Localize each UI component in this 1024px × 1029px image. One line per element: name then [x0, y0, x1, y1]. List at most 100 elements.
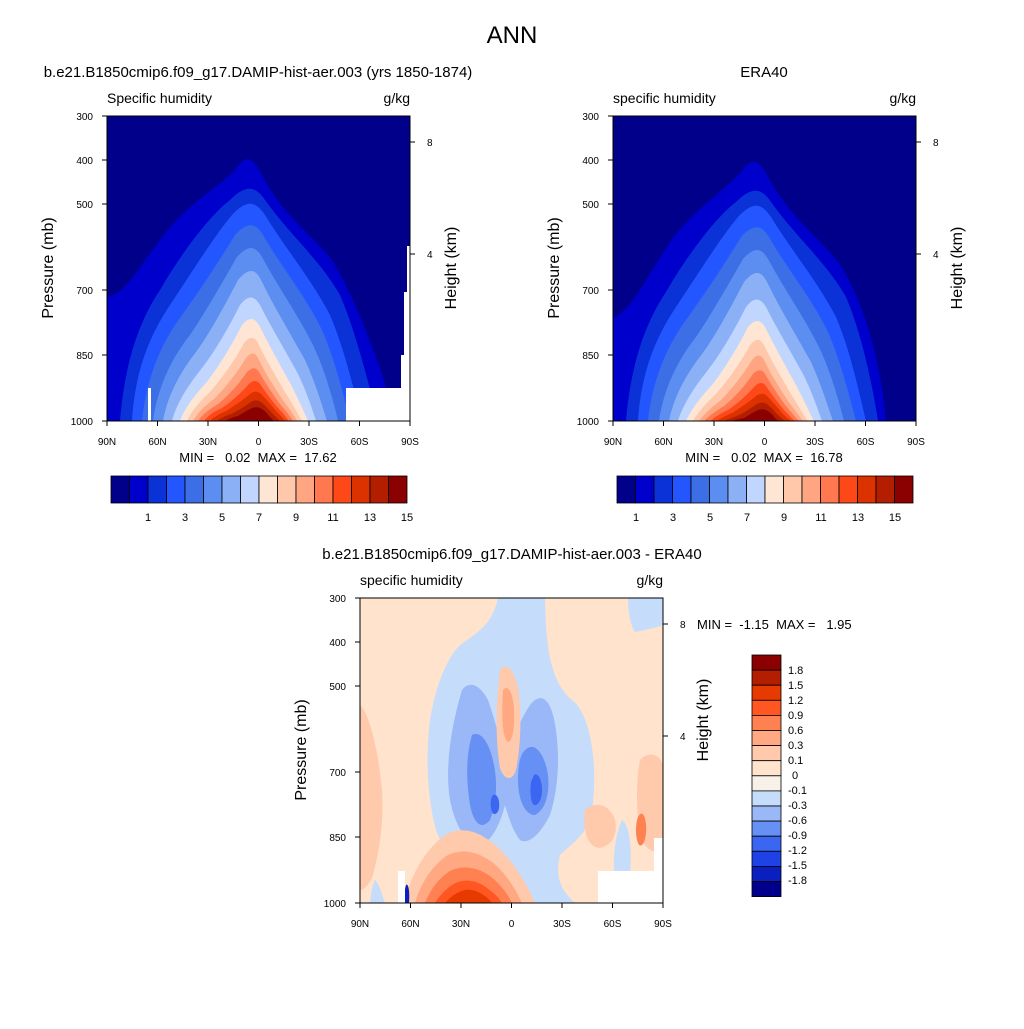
colorbar-swatch — [277, 475, 297, 504]
y-tick-label: 850 — [582, 351, 599, 362]
colorbar-swatch — [751, 850, 782, 867]
diff-region-positive-5 — [445, 889, 492, 903]
panel-model: b.e21.B1850cmip6.f09_g17.DAMIP-hist-aer.… — [40, 64, 472, 524]
y2-axis-label: Height (km) — [695, 679, 712, 762]
colorbar-swatch — [221, 475, 241, 504]
y-tick-label: 300 — [582, 112, 599, 123]
diff-region-negative — [370, 880, 385, 903]
diff-region-negative-5 — [404, 884, 410, 903]
colorbar-swatch — [838, 475, 858, 504]
y-tick-label: 1000 — [324, 899, 347, 910]
y-axis-label: Pressure (mb) — [40, 217, 57, 318]
y-tick-label: 500 — [329, 682, 346, 693]
colorbar-label: 15 — [401, 512, 413, 524]
panel-difference: b.e21.B1850cmip6.f09_g17.DAMIP-hist-aer.… — [293, 546, 852, 930]
missing-data-mask — [398, 871, 405, 903]
x-tick-label: 60S — [857, 437, 875, 448]
colorbar-label: 7 — [744, 512, 750, 524]
colorbar-swatch — [110, 475, 130, 504]
colorbar-label: 13 — [852, 512, 864, 524]
colorbar-label: 13 — [364, 512, 376, 524]
colorbar-swatch — [751, 805, 782, 822]
x-tick-label: 90N — [351, 919, 369, 930]
colorbar-swatch — [875, 475, 895, 504]
y-tick-label: 1000 — [577, 417, 600, 428]
panel-difference-title: b.e21.B1850cmip6.f09_g17.DAMIP-hist-aer.… — [322, 546, 701, 563]
colorbar-vertical: 1.8 1.5 1.2 0.9 0.6 0.3 0.1 0 -0.1 -0.3 … — [751, 654, 807, 898]
colorbar: 1 3 5 7 9 11 13 15 — [110, 475, 413, 524]
diff-region-negative — [628, 598, 663, 632]
contour-band-15 — [225, 407, 274, 421]
y2-axis-label: Height (km) — [443, 227, 460, 310]
colorbar-label: 1.2 — [788, 695, 803, 707]
x-axis-ticks: 90N 60N 30N 0 30S 60S 90S — [604, 421, 925, 448]
x-tick-label: 0 — [256, 437, 262, 448]
y2-tick-label: 8 — [680, 620, 686, 631]
colorbar-swatch — [635, 475, 655, 504]
panel-era40-plot-area — [613, 116, 916, 421]
x-tick-label: 30S — [553, 919, 571, 930]
colorbar-swatch — [166, 475, 186, 504]
x-tick-label: 60N — [654, 437, 672, 448]
y-tick-label: 700 — [76, 286, 93, 297]
colorbar-label: 0.1 — [788, 755, 803, 767]
colorbar-swatch — [751, 866, 782, 882]
colorbar-swatches — [616, 475, 914, 504]
y-axis-ticks: 300 400 500 700 850 1000 — [324, 594, 360, 910]
x-tick-label: 30N — [705, 437, 723, 448]
colorbar-label: 3 — [182, 512, 188, 524]
y-tick-label: 700 — [582, 286, 599, 297]
colorbar-swatch — [314, 475, 334, 504]
colorbar-swatch — [369, 475, 389, 504]
colorbar-swatch — [751, 730, 782, 747]
colorbar-label: -0.9 — [788, 830, 807, 842]
colorbar-swatch — [751, 745, 782, 762]
stats-label: MIN = 0.02 MAX = 16.78 — [685, 450, 843, 465]
colorbar-swatch — [751, 820, 782, 837]
colorbar-swatch — [203, 475, 223, 504]
y2-tick-label: 8 — [427, 138, 433, 149]
colorbar-swatch — [751, 654, 782, 671]
colorbar-swatch — [672, 475, 692, 504]
diff-region-positive-2 — [502, 688, 515, 742]
y-axis-label: Pressure (mb) — [293, 699, 310, 800]
panel-era40-title: ERA40 — [740, 64, 788, 81]
panel-model-plot-area — [107, 116, 410, 421]
missing-data-mask — [346, 388, 410, 421]
panel-difference-units: g/kg — [637, 572, 663, 588]
x-tick-label: 90S — [907, 437, 925, 448]
diff-region-positive — [360, 705, 383, 890]
panel-model-units: g/kg — [384, 90, 410, 106]
colorbar-swatch — [751, 760, 782, 777]
colorbar-label: 7 — [256, 512, 262, 524]
y-tick-label: 400 — [582, 156, 599, 167]
colorbar-swatch — [129, 475, 149, 504]
x-tick-label: 60N — [148, 437, 166, 448]
colorbar-label: 15 — [889, 512, 901, 524]
panel-model-title: b.e21.B1850cmip6.f09_g17.DAMIP-hist-aer.… — [44, 64, 473, 81]
colorbar-swatch — [388, 475, 408, 504]
diff-region-positive-5 — [635, 813, 647, 846]
x-tick-label: 90S — [401, 437, 419, 448]
colorbar-swatch — [751, 669, 782, 686]
colorbar-swatch — [751, 775, 782, 792]
y-axis-label: Pressure (mb) — [546, 217, 563, 318]
colorbar-swatch — [751, 684, 782, 701]
missing-data-mask — [148, 388, 151, 421]
y-tick-label: 400 — [76, 156, 93, 167]
x-tick-label: 30N — [452, 919, 470, 930]
x-axis-ticks: 90N 60N 30N 0 30S 60S 90S — [351, 903, 672, 930]
colorbar-swatch — [258, 475, 278, 504]
colorbar-label: 0.3 — [788, 740, 803, 752]
colorbar-label: 1 — [633, 512, 639, 524]
diff-region-negative-4 — [530, 774, 542, 806]
colorbar-label: 1 — [145, 512, 151, 524]
colorbar-swatch — [653, 475, 673, 504]
colorbar-label: 0.6 — [788, 725, 803, 737]
colorbar-label: 9 — [293, 512, 299, 524]
y2-axis-ticks: 8 4 — [410, 138, 433, 261]
colorbar-swatch — [857, 475, 877, 504]
y2-axis-ticks: 8 4 — [916, 138, 939, 261]
colorbar-label: 1.8 — [788, 665, 803, 677]
y2-tick-label: 8 — [933, 138, 939, 149]
